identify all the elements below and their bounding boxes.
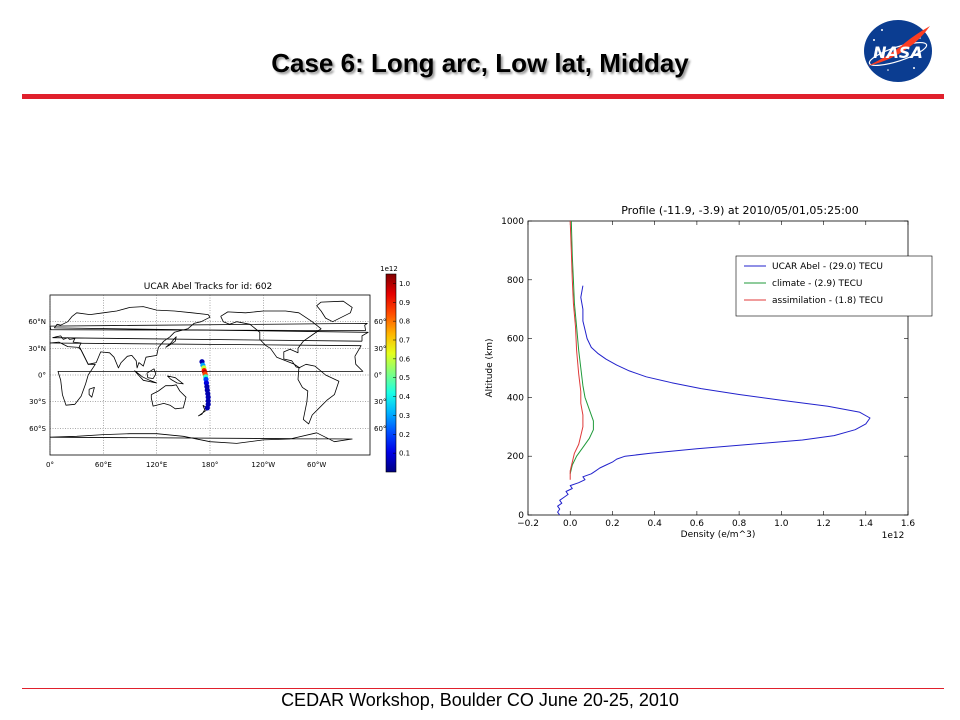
- profile-ylabel: Altitude (km): [485, 338, 495, 397]
- track-point: [204, 405, 210, 411]
- x-tick-label: 0.0: [563, 519, 578, 529]
- colorbar-exponent-label: 1e12: [380, 265, 398, 273]
- map-y-tick-label: 0°: [38, 372, 46, 380]
- map-y-tick-label-right: 30°S: [374, 398, 391, 406]
- series-line-1: [569, 220, 594, 474]
- map-title: UCAR Abel Tracks for id: 602: [144, 282, 273, 292]
- legend-box: [735, 255, 933, 317]
- colorbar-tick-label: 0.2: [399, 431, 410, 439]
- x-tick-label: 0.4: [648, 519, 663, 529]
- indonesia-outline: [134, 370, 158, 384]
- madagascar-outline: [88, 387, 95, 398]
- profile-x-exponent: 1e12: [882, 531, 905, 541]
- map-y-tick-label-right: 60°N: [374, 318, 392, 326]
- y-tick-label: 600: [507, 335, 524, 345]
- y-tick-label: 200: [507, 452, 524, 462]
- x-tick-label: 1.0: [774, 519, 789, 529]
- x-tick-label: 0.6: [690, 519, 705, 529]
- map-y-tick-label: 60°N: [28, 318, 46, 326]
- series-line-2: [569, 220, 584, 480]
- colorbar-tick-label: 0.8: [399, 318, 410, 326]
- south-america-outline: [297, 363, 340, 425]
- map-x-tick-label: 180°: [202, 461, 219, 469]
- footer-divider: [22, 688, 944, 689]
- japan-outline: [165, 336, 177, 348]
- profile-figure: Profile (-11.9, -3.9) at 2010/05/01,05:2…: [485, 204, 933, 541]
- new-guinea-outline: [167, 375, 184, 385]
- colorbar-tick-label: 0.1: [399, 450, 410, 458]
- series-line-0: [557, 285, 871, 516]
- eurasia-outline: [52, 306, 369, 369]
- logo-wordmark: NASA: [873, 43, 923, 62]
- map-plot-area: 0° 60°E 120°E 180° 120°W 60°W 60°N 60°N 30°N 30°N…: [28, 294, 392, 469]
- map-x-tick-label: 120°E: [146, 461, 167, 469]
- antarctica-outline: [49, 432, 353, 444]
- y-tick-label: 800: [507, 276, 524, 286]
- colorbar: 1e12 0.1 0.2 0.3 0.4 0.5 0.6 0.7 0.8 0.9 1.0: [380, 265, 411, 473]
- legend-label: UCAR Abel - (29.0) TECU: [772, 262, 883, 272]
- x-tick-label: 1.2: [816, 519, 830, 529]
- colorbar-tick-label: 0.5: [399, 374, 410, 382]
- greenland-outline: [316, 300, 353, 323]
- title-divider: [22, 94, 944, 99]
- track-point: [205, 394, 211, 400]
- x-tick-label: 0.2: [605, 519, 619, 529]
- track-map-figure: UCAR Abel Tracks for id: 602 0° 60°E 120°E…: [28, 265, 411, 473]
- profile-xlabel: Density (e/m^3): [681, 530, 756, 540]
- map-y-tick-label-right: 60°S: [374, 425, 391, 433]
- legend-label: climate - (2.9) TECU: [772, 279, 863, 289]
- y-tick-label: 400: [507, 393, 524, 403]
- map-y-tick-label-right: 0°: [374, 372, 382, 380]
- map-y-tick-label: 60°S: [29, 425, 46, 433]
- map-y-tick-label: 30°S: [29, 398, 46, 406]
- legend-label: assimilation - (1.8) TECU: [772, 296, 883, 306]
- map-x-tick-label: 60°W: [307, 461, 326, 469]
- colorbar-tick-label: 0.7: [399, 337, 410, 345]
- borneo-outline: [146, 368, 157, 379]
- colorbar-tick-label: 0.3: [399, 412, 410, 420]
- map-y-tick-label: 30°N: [28, 345, 46, 353]
- colorbar-gradient: [385, 273, 397, 473]
- uk-outline: [49, 323, 368, 331]
- slide-footer: CEDAR Workshop, Boulder CO June 20-25, 2…: [281, 690, 679, 710]
- colorbar-tick-label: 1.0: [399, 280, 410, 288]
- x-tick-label: 1.6: [901, 519, 916, 529]
- x-tick-label: 1.4: [859, 519, 874, 529]
- profile-title: Profile (-11.9, -3.9) at 2010/05/01,05:2…: [621, 204, 859, 217]
- africa-outline: [49, 341, 364, 406]
- x-tick-label: 0.8: [732, 519, 747, 529]
- map-y-tick-label-right: 30°N: [374, 345, 392, 353]
- map-x-tick-label: 0°: [46, 461, 54, 469]
- map-x-tick-label: 60°E: [95, 461, 112, 469]
- y-tick-label: 1000: [501, 217, 524, 227]
- nasa-logo-icon: NASA: [864, 20, 932, 82]
- map-x-tick-label: 120°W: [251, 461, 275, 469]
- colorbar-tick-label: 0.4: [399, 393, 411, 401]
- colorbar-tick-label: 0.6: [399, 355, 411, 363]
- colorbar-tick-label: 0.9: [399, 299, 410, 307]
- y-tick-label: 0: [518, 511, 524, 521]
- x-tick-label: −0.2: [517, 519, 539, 529]
- slide-title: Case 6: Long arc, Low lat, Midday: [271, 48, 689, 78]
- legend: UCAR Abel - (29.0) TECU climate - (2.9) T…: [735, 255, 933, 317]
- australia-outline: [150, 384, 187, 410]
